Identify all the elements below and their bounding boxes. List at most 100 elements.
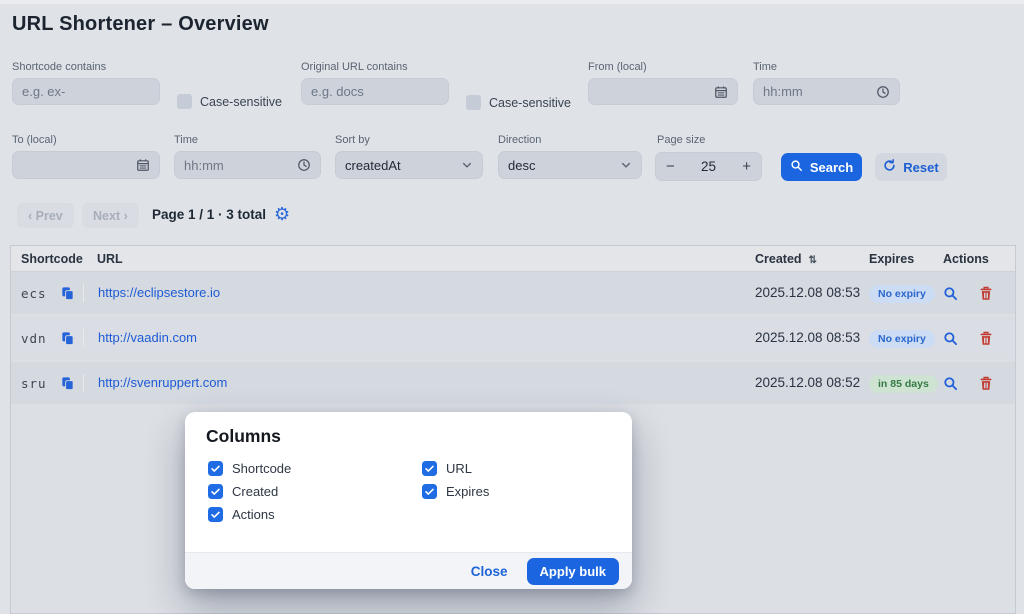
from-time-input[interactable] — [763, 84, 870, 99]
clock-icon[interactable] — [297, 158, 311, 172]
cell-expires: No expiry — [865, 284, 935, 303]
page-size-decrease-button[interactable]: − — [666, 158, 675, 175]
reset-button-label: Reset — [903, 159, 939, 175]
view-details-icon[interactable] — [943, 286, 958, 301]
shortcode-value: sru — [21, 375, 47, 391]
filter-to-time: Time — [174, 134, 321, 179]
copy-icon[interactable] — [60, 376, 75, 391]
url-link[interactable]: http://vaadin.com — [98, 330, 197, 345]
url-header-label: URL — [97, 251, 123, 266]
calendar-icon[interactable] — [714, 85, 728, 99]
shortcode-contains-input[interactable] — [22, 84, 150, 99]
direction-label: Direction — [498, 134, 542, 146]
to-time-label: Time — [174, 134, 199, 146]
clock-icon[interactable] — [876, 85, 890, 99]
copy-icon[interactable] — [60, 331, 75, 346]
created-value: 2025.12.08 08:53 — [755, 285, 861, 300]
column-toggle-expires[interactable]: Expires — [422, 484, 489, 499]
calendar-icon[interactable] — [136, 158, 150, 172]
filter-shortcode-contains: Shortcode contains — [12, 61, 160, 105]
column-header-actions: Actions — [935, 252, 1015, 266]
checkbox-checked-icon[interactable] — [208, 461, 223, 476]
cell-actions — [935, 286, 1015, 301]
view-details-icon[interactable] — [943, 331, 958, 346]
next-page-button[interactable]: Next › — [82, 203, 139, 228]
cell-url: http://svenruppert.com — [83, 374, 747, 392]
checkbox-checked-icon[interactable] — [422, 484, 437, 499]
cell-created: 2025.12.08 08:52 — [747, 374, 865, 392]
to-date-input[interactable] — [22, 157, 130, 173]
filter-to-date: To (local) — [12, 134, 160, 179]
actions-header-label: Actions — [943, 251, 989, 266]
to-time-box — [174, 151, 321, 179]
case-sensitive-url-option[interactable]: Case-sensitive — [466, 95, 571, 110]
expires-header-label: Expires — [869, 251, 915, 266]
expires-badge: No expiry — [869, 284, 935, 303]
filter-sort-by: Sort by createdAt — [335, 134, 483, 179]
created-value: 2025.12.08 08:52 — [755, 375, 861, 390]
direction-value: desc — [508, 157, 536, 173]
cell-expires: in 85 days — [865, 374, 938, 393]
column-toggle-created[interactable]: Created — [208, 484, 278, 499]
page-size-label: Page size — [657, 134, 706, 146]
page-size-stepper: − 25 + — [655, 152, 762, 181]
checkbox-checked-icon[interactable] — [208, 484, 223, 499]
url-link[interactable]: http://svenruppert.com — [98, 375, 228, 390]
sort-icon[interactable]: ⇅ — [808, 254, 817, 266]
from-date-label: From (local) — [588, 61, 647, 73]
expires-badge: in 85 days — [869, 374, 938, 393]
sort-by-value: createdAt — [345, 157, 401, 173]
apply-bulk-button[interactable]: Apply bulk — [526, 557, 619, 585]
original-url-contains-box — [301, 78, 449, 105]
cell-url: https://eclipsestore.io — [83, 284, 747, 302]
delete-icon[interactable] — [979, 331, 993, 346]
delete-icon[interactable] — [979, 286, 993, 301]
cell-actions — [935, 331, 1015, 346]
from-time-box — [753, 78, 900, 105]
from-date-input[interactable] — [598, 84, 708, 99]
columns-dialog: Columns Shortcode URL Created Expires Ac… — [185, 412, 632, 589]
page-title: URL Shortener – Overview — [12, 13, 269, 35]
case-sensitive-shortcode-option[interactable]: Case-sensitive — [177, 94, 282, 109]
column-toggle-url[interactable]: URL — [422, 461, 472, 476]
filter-from-date: From (local) — [588, 61, 738, 105]
shortcode-value: ecs — [21, 285, 47, 301]
url-link[interactable]: https://eclipsestore.io — [98, 285, 221, 300]
shortcode-contains-label: Shortcode contains — [12, 61, 107, 73]
case-sensitive-url-checkbox[interactable] — [466, 95, 481, 110]
case-sensitive-shortcode-checkbox[interactable] — [177, 94, 192, 109]
column-toggle-actions[interactable]: Actions — [208, 507, 275, 522]
reset-button[interactable]: Reset — [875, 153, 947, 181]
column-toggle-label: URL — [446, 461, 473, 476]
checkbox-checked-icon[interactable] — [208, 507, 223, 522]
copy-icon[interactable] — [60, 286, 75, 301]
case-sensitive-shortcode-label: Case-sensitive — [200, 94, 282, 109]
column-toggle-label: Created — [232, 484, 279, 499]
search-button[interactable]: Search — [781, 153, 862, 181]
cell-created: 2025.12.08 08:53 — [747, 329, 865, 347]
original-url-contains-label: Original URL contains — [301, 61, 408, 73]
column-header-created[interactable]: Created ⇅ — [747, 252, 865, 266]
filter-original-url-contains: Original URL contains — [301, 61, 449, 105]
to-time-input[interactable] — [184, 157, 291, 173]
shortcode-contains-box — [12, 78, 160, 105]
view-details-icon[interactable] — [943, 376, 958, 391]
original-url-contains-input[interactable] — [311, 84, 439, 99]
page-info: Page 1 / 1 · 3 total — [152, 207, 267, 222]
column-toggle-label: Actions — [232, 507, 275, 522]
sort-by-label: Sort by — [335, 134, 370, 146]
close-button[interactable]: Close — [470, 563, 508, 579]
from-time-label: Time — [753, 61, 778, 73]
to-date-box — [12, 151, 160, 179]
delete-icon[interactable] — [979, 376, 993, 391]
page-size-increase-button[interactable]: + — [742, 158, 751, 175]
shortcode-value: vdn — [21, 330, 47, 346]
column-toggle-shortcode[interactable]: Shortcode — [208, 461, 291, 476]
checkbox-checked-icon[interactable] — [422, 461, 437, 476]
prev-page-button[interactable]: ‹ Prev — [17, 203, 74, 228]
gear-icon[interactable]: ⚙ — [274, 204, 291, 224]
direction-select[interactable]: desc — [498, 151, 642, 179]
sort-by-select[interactable]: createdAt — [335, 151, 483, 179]
column-toggle-label: Expires — [446, 484, 490, 499]
